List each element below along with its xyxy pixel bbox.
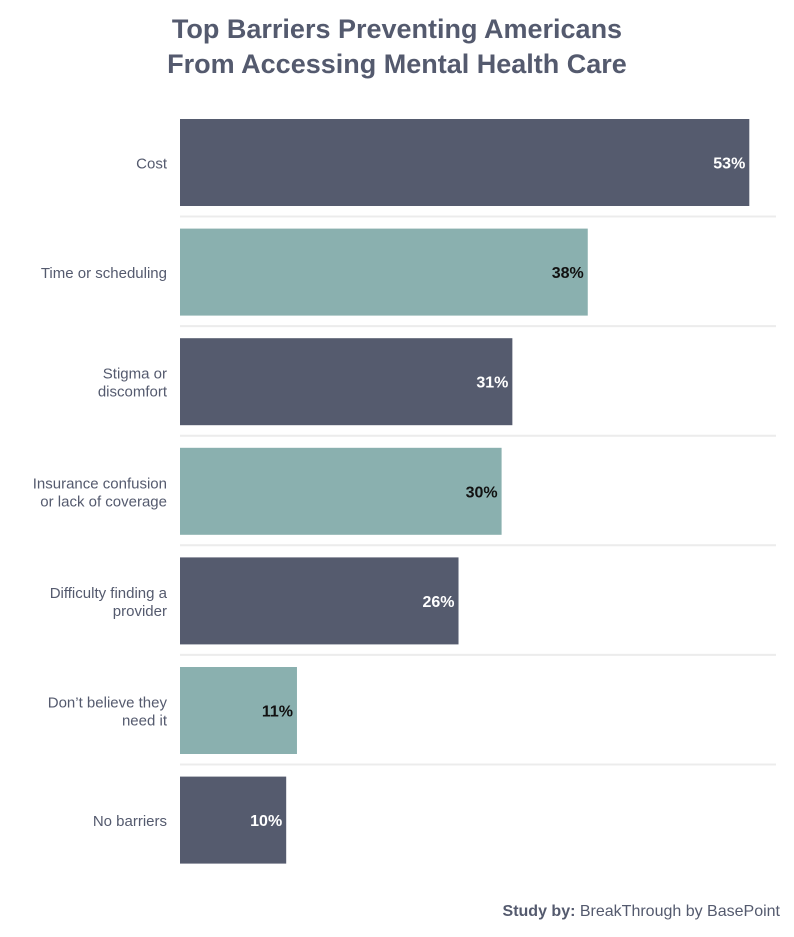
data-label: 38% xyxy=(552,265,584,282)
data-label: 53% xyxy=(713,156,745,173)
data-label: 31% xyxy=(476,375,508,392)
data-label: 30% xyxy=(466,484,498,501)
bar xyxy=(180,557,459,645)
footer-credit: Study by: BreakThrough by BasePoint xyxy=(503,903,780,921)
chart-title: Top Barriers Preventing Americans From A… xyxy=(0,12,794,82)
data-label: 10% xyxy=(250,813,282,830)
category-label: Insurance confusion xyxy=(33,475,167,492)
footer-label: Study by: xyxy=(502,903,576,920)
title-line-1: Top Barriers Preventing Americans xyxy=(171,14,623,44)
bar xyxy=(180,228,588,316)
bar xyxy=(180,119,750,206)
bar xyxy=(180,447,502,535)
category-label: Stigma or xyxy=(103,366,167,383)
category-label: Don’t believe they xyxy=(48,695,168,712)
title-line-2: From Accessing Mental Health Care xyxy=(167,49,627,79)
bar xyxy=(180,338,513,426)
category-label: No barriers xyxy=(93,813,167,830)
category-label: or lack of coverage xyxy=(40,493,167,510)
bar xyxy=(180,667,297,754)
category-label: need it xyxy=(122,713,168,730)
bar xyxy=(180,776,287,864)
category-label: Cost xyxy=(136,156,168,173)
footer-source: BreakThrough by BasePoint xyxy=(579,903,780,920)
data-label: 26% xyxy=(422,594,454,611)
category-label: provider xyxy=(113,603,167,620)
category-label: Time or scheduling xyxy=(41,265,167,282)
data-label: 11% xyxy=(262,704,293,721)
category-label: discomfort xyxy=(98,384,168,401)
category-label: Difficulty finding a xyxy=(50,585,168,602)
